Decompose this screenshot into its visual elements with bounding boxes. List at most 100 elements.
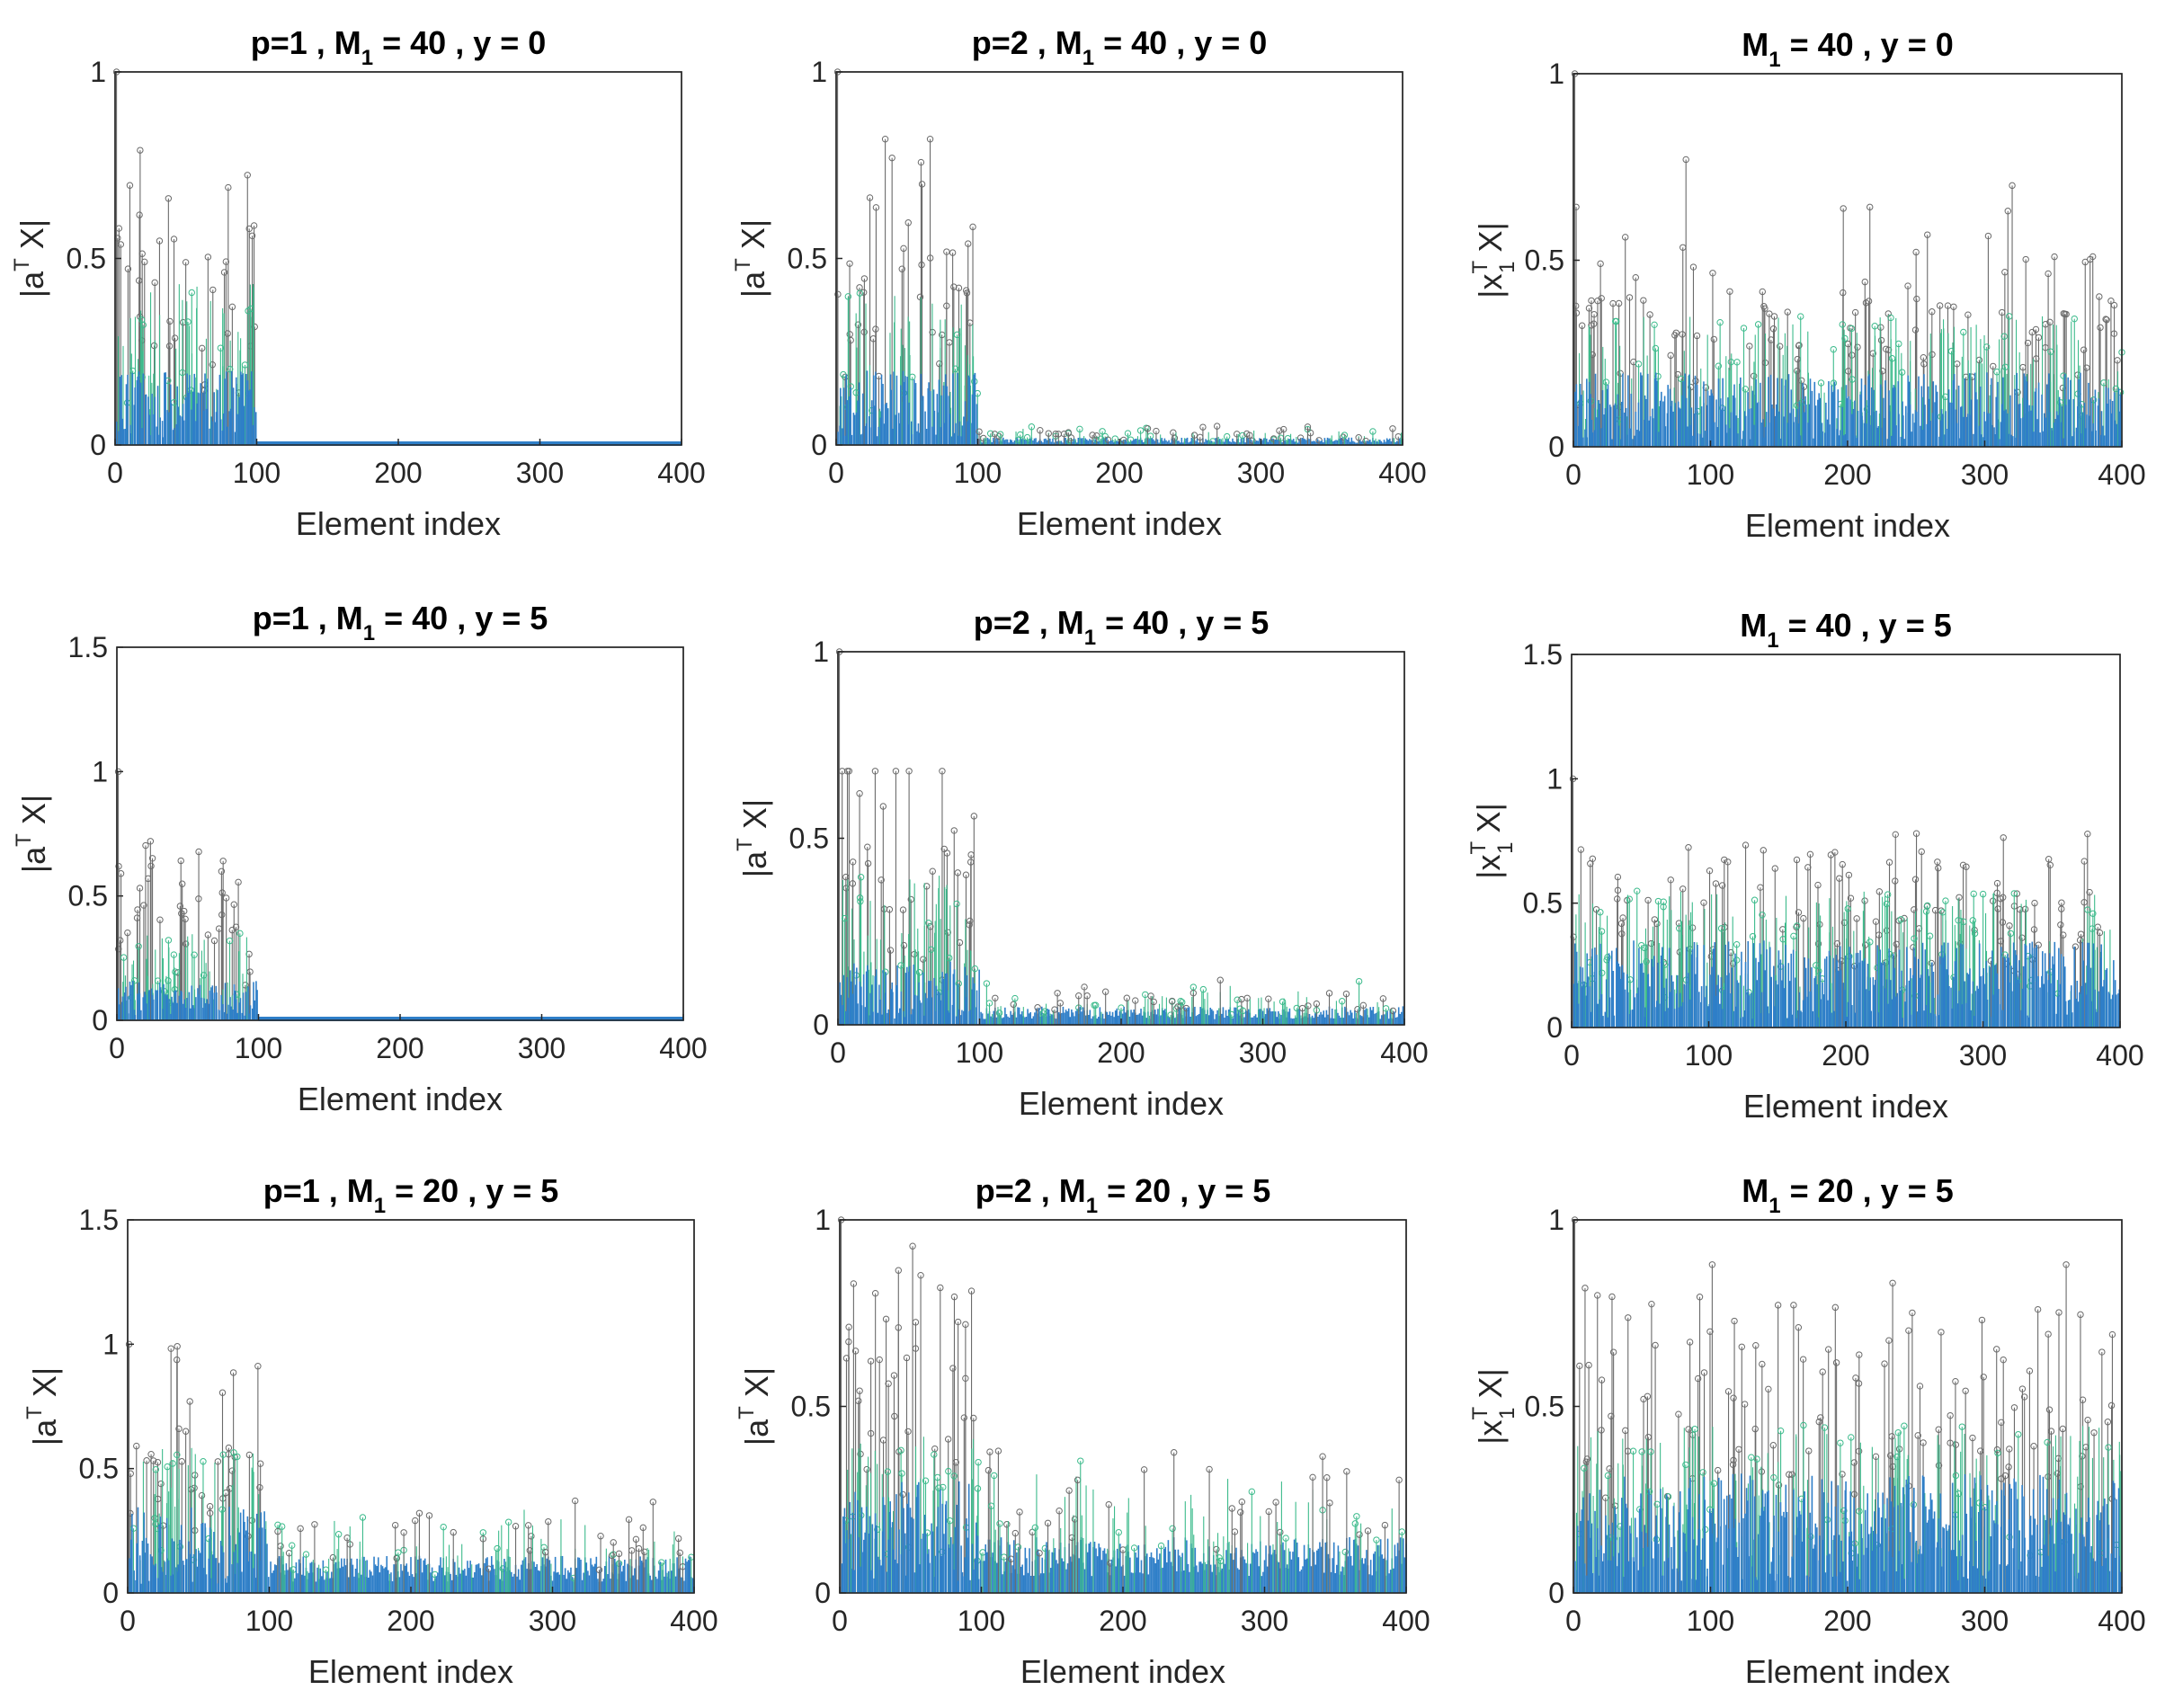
inactive-gray-stem-marker <box>1362 437 1369 445</box>
gray-stem-marker <box>2061 310 2069 317</box>
inactive-green-stem-marker <box>1099 428 1106 435</box>
gray-stem-marker <box>182 915 189 923</box>
gray-stem-marker <box>866 194 874 201</box>
inactive-gray-stem-marker <box>1093 432 1100 440</box>
gray-stem-marker <box>2001 269 2009 276</box>
green-stem-marker <box>1740 325 1748 332</box>
gray-stem-marker <box>878 876 885 884</box>
gray-stem-marker <box>1993 879 2001 887</box>
green-stem-marker <box>1660 898 1667 905</box>
x-tick-label: 400 <box>659 1032 707 1064</box>
gray-stem-marker <box>2006 922 2013 930</box>
gray-stem-marker <box>1685 844 1692 851</box>
gray-stem-marker <box>204 254 212 261</box>
gray-stem-marker <box>888 154 895 162</box>
inactive-gray-stem-marker <box>1060 430 1068 438</box>
gray-stem-marker <box>245 1451 254 1459</box>
gray-stem-marker <box>2032 325 2040 334</box>
gray-stem-marker <box>929 867 936 875</box>
gray-stem-marker <box>1931 906 1939 914</box>
green-stem-marker <box>1849 376 1856 383</box>
green-stem-marker <box>2010 890 2018 897</box>
gray-stem-marker <box>2022 255 2029 263</box>
inactive-gray-stem-marker <box>1056 1000 1064 1007</box>
gray-stem-marker <box>2018 934 2026 941</box>
panel-title: M1 = 40 , y = 0 <box>1742 26 1954 72</box>
gray-stem-marker <box>1840 289 1847 297</box>
inactive-green-stem-marker <box>983 980 991 987</box>
inactive-green-stem-marker <box>1023 433 1031 441</box>
gray-stem-marker <box>1804 864 1812 871</box>
gray-stem-marker <box>1700 899 1707 906</box>
title-rest: = 40 , y = 5 <box>1096 604 1269 641</box>
stems <box>1569 775 2120 1027</box>
gray-stem-marker <box>1814 940 1822 947</box>
title-prefix: p=2 , <box>972 24 1056 61</box>
gray-stem-marker <box>150 1457 157 1464</box>
gray-stem-marker <box>869 335 878 342</box>
inactive-gray-stem-marker <box>1123 994 1131 1001</box>
inactive-gray-stem-marker <box>1153 427 1160 435</box>
gray-stem-marker <box>1766 310 1773 317</box>
gray-stem-marker <box>1934 858 1941 866</box>
gray-stem-marker <box>214 1458 222 1465</box>
gray-stem-marker <box>147 1451 155 1458</box>
gray-stem-marker <box>124 265 132 272</box>
gray-stem-marker <box>2035 941 2042 948</box>
panel-title: p=1 , M1 = 40 , y = 5 <box>253 600 548 645</box>
green-stem-marker <box>188 289 195 297</box>
inactive-gray-stem-marker <box>1305 1002 1312 1010</box>
gray-stem-marker <box>1847 894 1855 902</box>
inactive-green-stem-marker <box>1111 435 1118 442</box>
gray-stem-marker <box>1999 919 2007 926</box>
y-label-post: X| <box>736 799 773 838</box>
gray-stem-marker <box>170 236 178 243</box>
y-tick-label: 0 <box>90 429 106 461</box>
green-stem-marker <box>165 937 173 944</box>
green-stem-marker <box>1598 928 1606 935</box>
green-stem-marker <box>2005 313 2013 320</box>
gray-stem-marker <box>1706 867 1714 875</box>
inactive-green-stem-marker <box>986 430 994 437</box>
inactive-gray-stem-marker <box>1147 992 1154 1000</box>
gray-stem-marker <box>1911 326 1920 334</box>
green-stem-marker <box>915 969 923 976</box>
green-stem-marker <box>170 951 178 958</box>
x-tick-label: 0 <box>109 1032 125 1064</box>
inactive-green-stem-marker <box>1279 998 1287 1005</box>
gray-stem-marker <box>229 1369 237 1376</box>
gray-stem-marker <box>1862 299 1870 307</box>
green-stem-marker <box>2007 930 2015 938</box>
gray-stem-marker <box>1679 331 1686 338</box>
gray-stem-marker <box>219 858 227 865</box>
gray-stem-marker <box>1617 369 1624 378</box>
gray-stem-marker <box>1840 205 1847 212</box>
green-stem-marker <box>2100 379 2107 387</box>
gray-stem-marker <box>2107 298 2115 305</box>
gray-stem-marker <box>1875 888 1884 895</box>
y-tick-label: 0.5 <box>68 880 108 912</box>
y-axis-label: |aT X| <box>12 795 52 873</box>
gray-stem-marker <box>134 906 141 913</box>
y-label-pre: |a <box>15 846 52 873</box>
inactive-gray-stem-marker <box>1045 430 1052 437</box>
green-stem-marker <box>1643 958 1650 965</box>
green-stem-marker <box>184 318 192 325</box>
inactive-green-stem-marker <box>289 1542 296 1549</box>
y-label-post: X| <box>13 219 50 258</box>
inactive-gray-stem-marker <box>297 1525 304 1533</box>
gray-stem-marker <box>1769 325 1777 333</box>
gray-stem-marker <box>1710 335 1718 343</box>
gray-stem-marker <box>1861 941 1869 948</box>
title-rest: = 40 , y = 5 <box>1779 607 1952 644</box>
green-stem-marker <box>1813 962 1820 969</box>
gray-stem-marker <box>147 862 155 870</box>
green-stem-marker <box>2000 333 2008 340</box>
gray-stem-marker <box>225 183 232 191</box>
gray-stem-marker <box>137 147 144 154</box>
title-rest: = 40 , y = 0 <box>1781 26 1954 63</box>
gray-stem-marker <box>1682 156 1689 164</box>
green-stem-marker <box>1635 360 1643 368</box>
inactive-gray-stem-marker <box>1177 1002 1184 1010</box>
green-stem-marker <box>1678 375 1685 383</box>
